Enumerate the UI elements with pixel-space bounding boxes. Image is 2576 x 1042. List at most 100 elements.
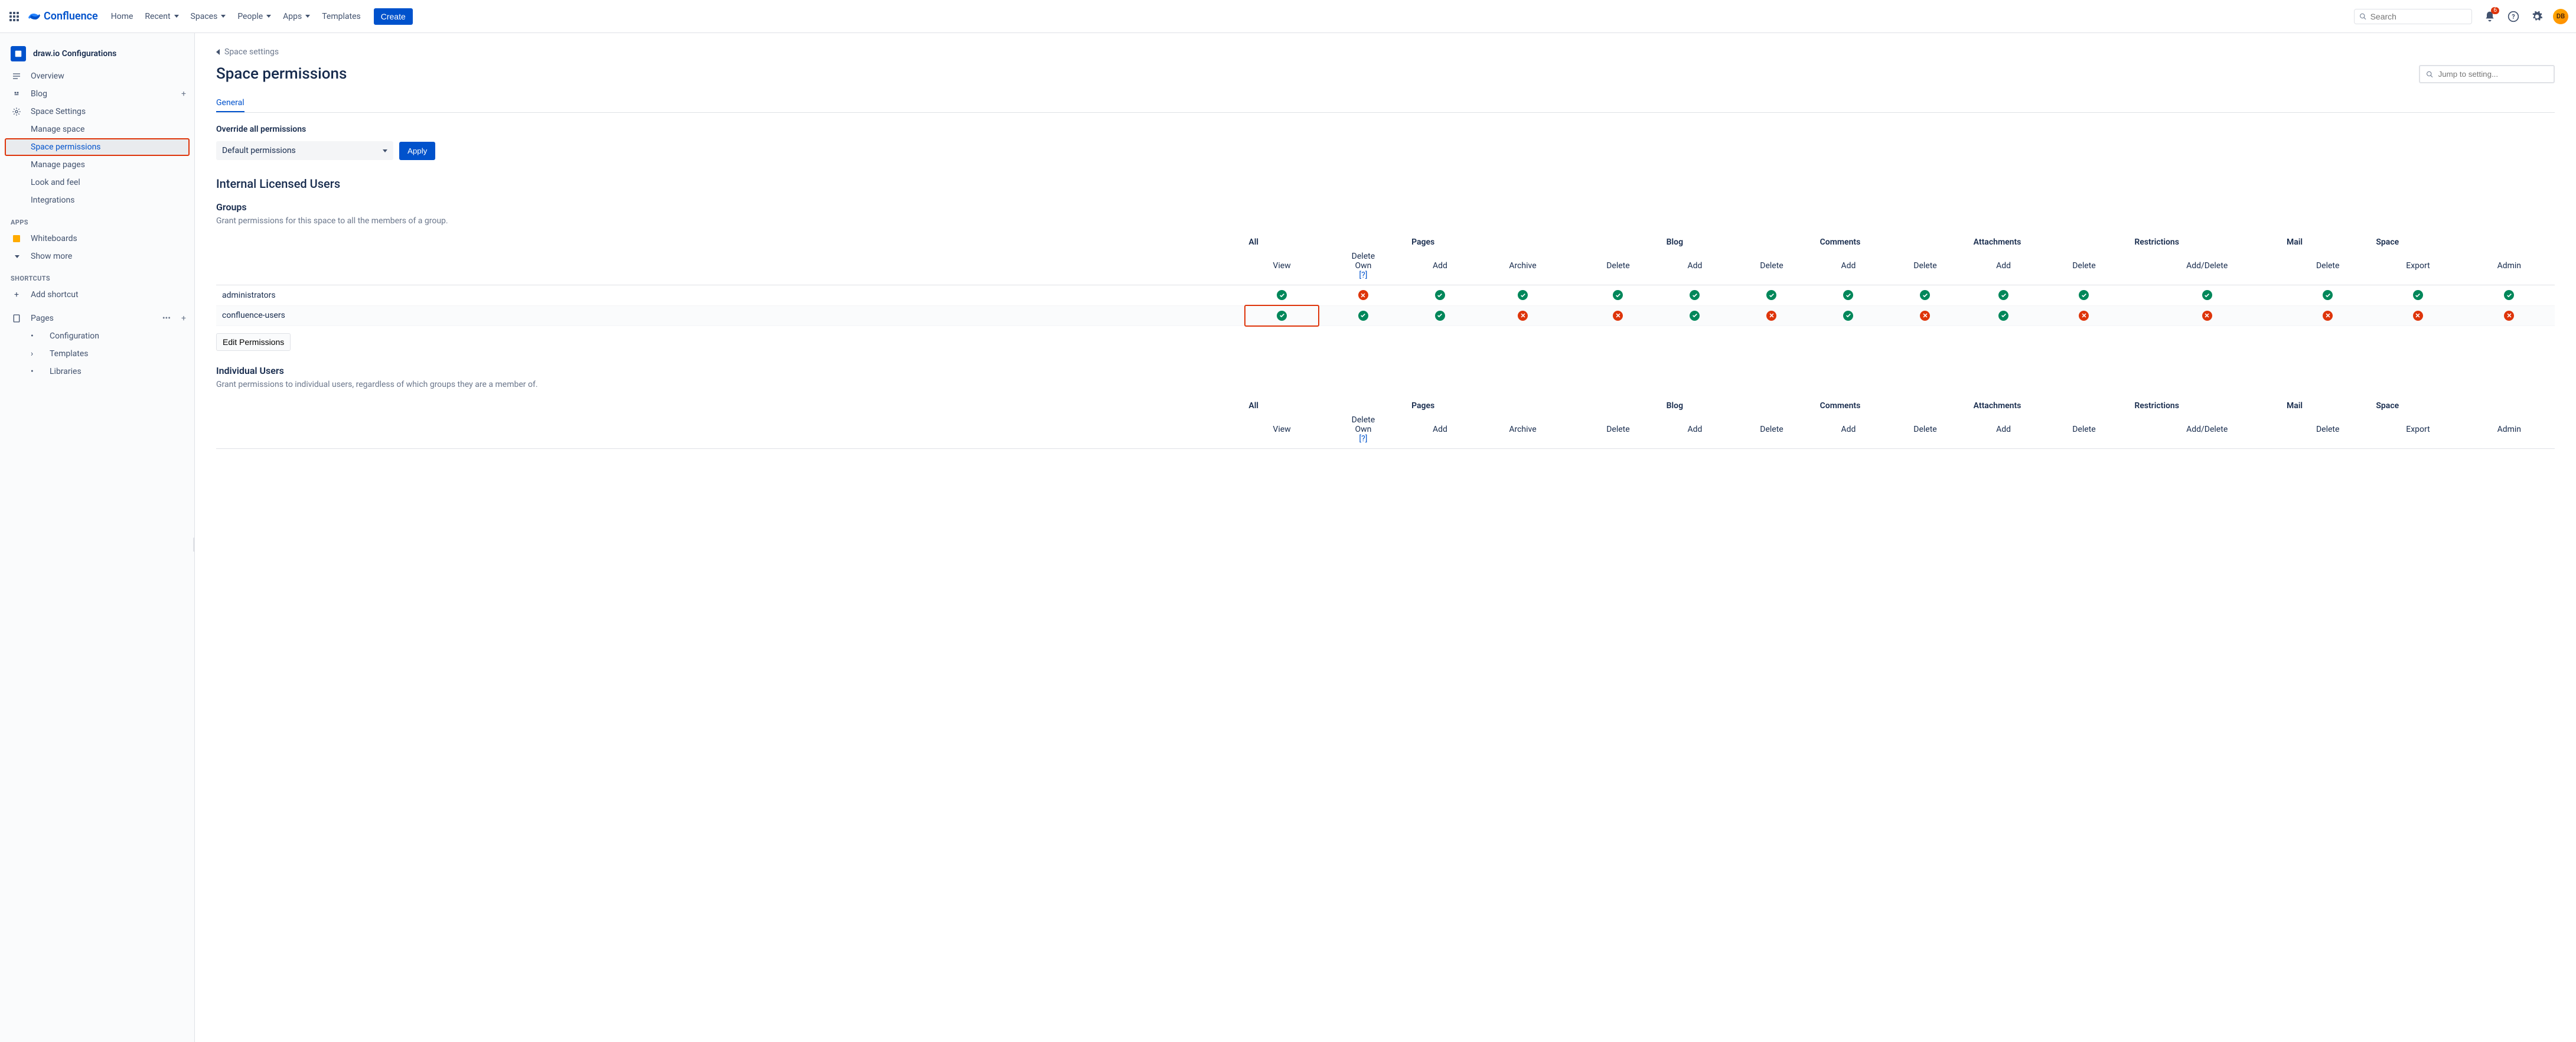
col-sub: Delete bbox=[1880, 411, 1970, 449]
check-icon bbox=[1690, 311, 1700, 321]
nav-people[interactable]: People bbox=[231, 8, 277, 25]
page-tree-configuration[interactable]: •Configuration bbox=[0, 327, 194, 345]
check-icon bbox=[1518, 290, 1528, 300]
permission-cell[interactable] bbox=[1573, 285, 1662, 306]
settings-icon[interactable] bbox=[2529, 8, 2545, 25]
page-tree-templates[interactable]: ›Templates bbox=[0, 345, 194, 363]
nav-home[interactable]: Home bbox=[105, 8, 139, 25]
breadcrumb-back[interactable]: Space settings bbox=[216, 47, 2555, 57]
permission-cell[interactable] bbox=[2037, 285, 2131, 306]
permission-cell[interactable] bbox=[1245, 305, 1318, 326]
permission-cell[interactable] bbox=[1319, 305, 1408, 326]
page-tree-libraries[interactable]: •Libraries bbox=[0, 363, 194, 380]
permission-cell[interactable] bbox=[1319, 285, 1408, 306]
pages-more-icon[interactable]: ••• bbox=[162, 314, 171, 323]
tab-general[interactable]: General bbox=[216, 95, 244, 112]
col-group: Space bbox=[2372, 396, 2555, 411]
col-group: Attachments bbox=[1970, 396, 2131, 411]
shortcuts-section-label: SHORTCUTS bbox=[0, 265, 194, 286]
col-group: Pages bbox=[1408, 233, 1663, 247]
search-input[interactable] bbox=[2370, 12, 2467, 21]
permission-cell[interactable] bbox=[2131, 305, 2283, 326]
col-sub: Add bbox=[1817, 247, 1881, 285]
check-icon bbox=[1998, 290, 2008, 300]
col-sub bbox=[216, 411, 1245, 449]
sidebar-item-space-settings[interactable]: Space Settings bbox=[0, 103, 194, 121]
permission-cell[interactable] bbox=[1970, 285, 2037, 306]
permission-cell[interactable] bbox=[2372, 285, 2463, 306]
permission-cell[interactable] bbox=[1817, 305, 1881, 326]
avatar-initials: DB bbox=[2553, 9, 2568, 24]
permission-cell[interactable] bbox=[1663, 305, 1727, 326]
create-button[interactable]: Create bbox=[374, 8, 413, 25]
permission-cell[interactable] bbox=[2283, 305, 2372, 326]
groups-permission-table: AllPagesBlogCommentsAttachmentsRestricti… bbox=[216, 233, 2555, 326]
sidebar-sub-manage-pages[interactable]: Manage pages bbox=[0, 156, 194, 174]
pages-icon bbox=[11, 314, 22, 323]
app-switcher-icon[interactable] bbox=[7, 9, 21, 24]
sidebar-item-pages[interactable]: Pages ••• + bbox=[0, 310, 194, 327]
add-page-icon[interactable]: + bbox=[181, 314, 186, 323]
add-blog-icon[interactable]: + bbox=[181, 89, 186, 99]
sidebar-sub-look-and-feel[interactable]: Look and feel bbox=[0, 174, 194, 191]
apply-button[interactable]: Apply bbox=[399, 142, 435, 160]
nav-recent[interactable]: Recent bbox=[139, 8, 184, 25]
sidebar-show-more[interactable]: Show more bbox=[0, 248, 194, 265]
sidebar-item-whiteboards[interactable]: Whiteboards bbox=[0, 230, 194, 248]
permission-cell[interactable] bbox=[1472, 285, 1574, 306]
permission-cell[interactable] bbox=[2464, 305, 2555, 326]
help-link[interactable]: [?] bbox=[1359, 271, 1367, 280]
main-content: Space settings Space permissions General… bbox=[195, 33, 2576, 1042]
permission-cell[interactable] bbox=[2464, 285, 2555, 306]
check-icon bbox=[1358, 311, 1368, 321]
notifications-icon[interactable]: 6 bbox=[2482, 8, 2498, 25]
permission-cell[interactable] bbox=[2131, 285, 2283, 306]
permission-cell[interactable] bbox=[1245, 285, 1318, 306]
permission-cell[interactable] bbox=[1970, 305, 2037, 326]
sidebar-add-shortcut[interactable]: + Add shortcut bbox=[0, 286, 194, 304]
profile-avatar[interactable]: DB bbox=[2552, 8, 2569, 25]
chevron-down-icon bbox=[266, 15, 271, 18]
check-icon bbox=[2202, 290, 2212, 300]
permission-cell[interactable] bbox=[1880, 305, 1970, 326]
permission-cell[interactable] bbox=[1408, 285, 1472, 306]
nav-apps[interactable]: Apps bbox=[277, 8, 316, 25]
help-icon[interactable]: ? bbox=[2505, 8, 2522, 25]
sidebar-item-blog[interactable]: Blog + bbox=[0, 85, 194, 103]
setting-search-input[interactable] bbox=[2438, 70, 2548, 79]
chevron-down-icon bbox=[174, 15, 179, 18]
permission-cell[interactable] bbox=[1573, 305, 1662, 326]
sidebar-sub-manage-space[interactable]: Manage space bbox=[0, 121, 194, 138]
cross-icon bbox=[1766, 311, 1776, 321]
chevron-down-icon bbox=[305, 15, 310, 18]
edit-permissions-button[interactable]: Edit Permissions bbox=[216, 333, 291, 351]
sidebar-item-overview[interactable]: Overview bbox=[0, 67, 194, 85]
permission-cell[interactable] bbox=[2372, 305, 2463, 326]
groups-heading: Groups bbox=[216, 201, 2555, 213]
cross-icon bbox=[1518, 311, 1528, 321]
nav-templates[interactable]: Templates bbox=[316, 8, 367, 25]
permission-cell[interactable] bbox=[1727, 285, 1816, 306]
nav-spaces[interactable]: Spaces bbox=[185, 8, 232, 25]
col-sub: Add/Delete bbox=[2131, 411, 2283, 449]
permission-cell[interactable] bbox=[2037, 305, 2131, 326]
cross-icon bbox=[1613, 311, 1623, 321]
sidebar: draw.io Configurations Overview Blog + S… bbox=[0, 33, 195, 1042]
check-icon bbox=[1435, 311, 1445, 321]
help-link[interactable]: [?] bbox=[1359, 434, 1367, 444]
setting-search[interactable] bbox=[2419, 65, 2555, 83]
permission-cell[interactable] bbox=[1408, 305, 1472, 326]
space-header[interactable]: draw.io Configurations bbox=[0, 40, 194, 67]
confluence-logo[interactable]: Confluence bbox=[24, 10, 103, 22]
permission-cell[interactable] bbox=[1472, 305, 1574, 326]
global-search[interactable] bbox=[2354, 9, 2472, 24]
sidebar-sub-integrations[interactable]: Integrations bbox=[0, 191, 194, 209]
permission-cell[interactable] bbox=[2283, 285, 2372, 306]
permission-cell[interactable] bbox=[1817, 285, 1881, 306]
permission-cell[interactable] bbox=[1727, 305, 1816, 326]
permission-cell[interactable] bbox=[1880, 285, 1970, 306]
permission-cell[interactable] bbox=[1663, 285, 1727, 306]
tabs: General bbox=[216, 95, 2555, 113]
permissions-select[interactable]: Default permissions bbox=[216, 141, 393, 160]
sidebar-sub-space-permissions[interactable]: Space permissions bbox=[5, 138, 190, 156]
